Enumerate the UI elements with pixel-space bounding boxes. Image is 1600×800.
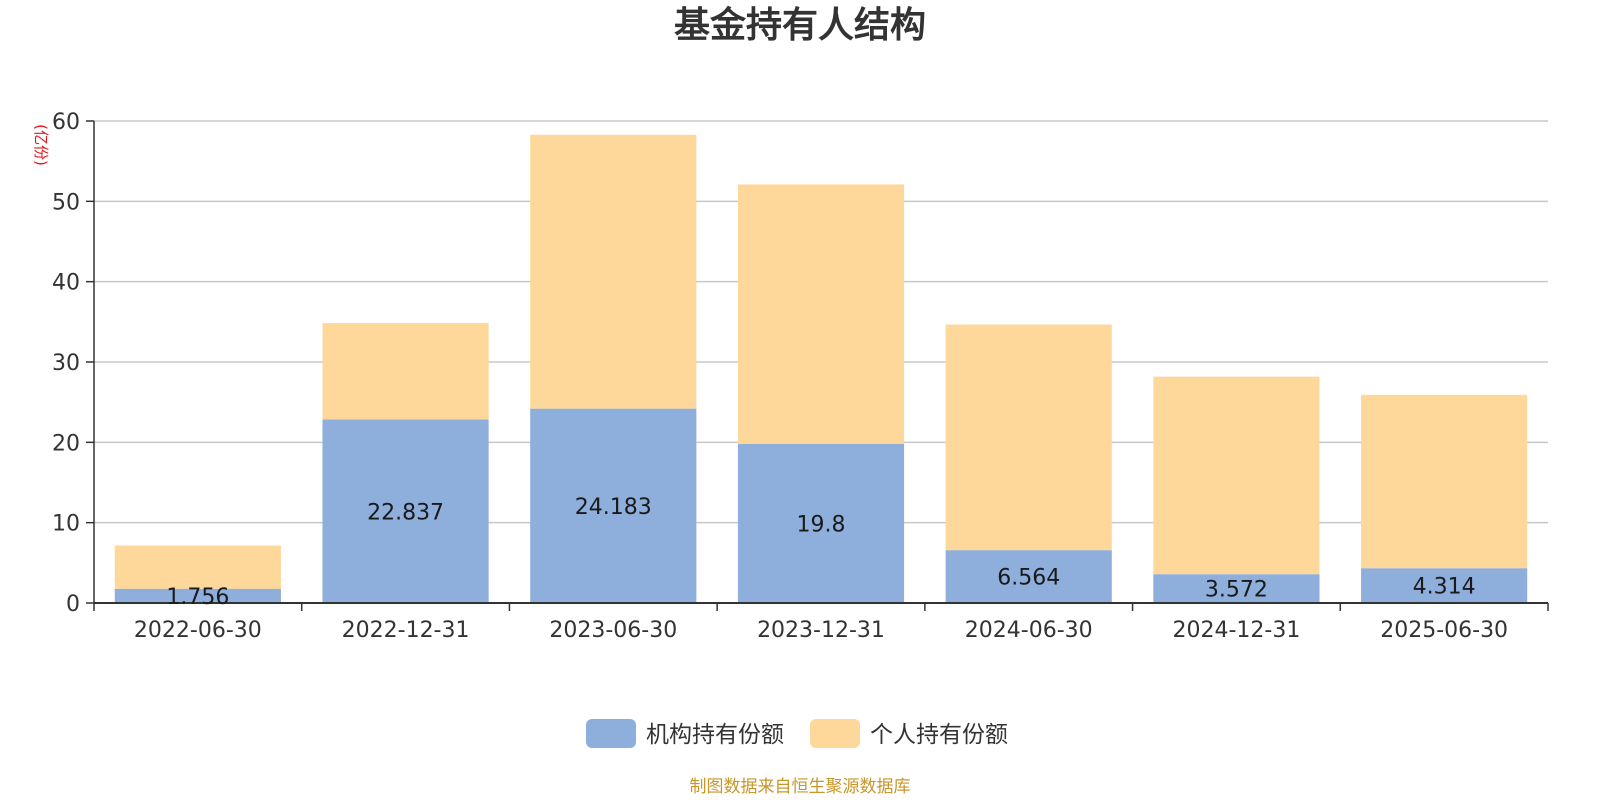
bar-value-label: 6.564 — [997, 566, 1060, 591]
y-tick-label: 30 — [52, 351, 80, 376]
legend-swatch — [586, 719, 636, 748]
legend-item-0[interactable]: 机构持有份额 — [586, 719, 784, 748]
bar-value-label: 1.756 — [166, 585, 229, 610]
chart-title: 基金持有人结构 — [673, 5, 926, 46]
x-tick-label: 2024-12-31 — [1172, 618, 1300, 643]
legend-item-1[interactable]: 个人持有份额 — [810, 719, 1008, 748]
y-axis-unit-label: (亿份) — [32, 124, 50, 166]
bar-institutional-2024-12-31 — [1153, 574, 1320, 603]
bar-institutional-2023-12-31 — [737, 443, 905, 603]
y-tick-label: 10 — [52, 512, 80, 537]
y-tick-label: 20 — [52, 431, 80, 456]
legend-swatch — [810, 719, 860, 748]
bar-value-label: 22.837 — [367, 500, 444, 525]
bars — [114, 134, 1528, 603]
bar-institutional-2025-06-30 — [1361, 568, 1528, 603]
bar-labels: 1.756 22.837 24.183 19.8 6.564 3.572 4.314 — [166, 495, 1475, 610]
axes: 0 10 20 30 40 50 60 2022-06-30 2022-12-31 2023-06… — [52, 110, 1549, 643]
y-tick-label: 40 — [52, 271, 80, 296]
x-tick-label: 2022-06-30 — [134, 618, 262, 643]
legend-label: 机构持有份额 — [646, 722, 784, 748]
bar-institutional-2024-06-30 — [945, 550, 1112, 603]
x-tick-label: 2025-06-30 — [1380, 618, 1508, 643]
bar-value-label: 24.183 — [575, 495, 652, 520]
bar-personal-2024-06-30 — [945, 324, 1112, 551]
x-tick-label: 2023-06-30 — [549, 618, 677, 643]
y-tick-label: 60 — [52, 110, 80, 135]
bar-value-label: 19.8 — [797, 512, 846, 537]
bar-personal-2024-12-31 — [1153, 376, 1320, 575]
bar-personal-2025-06-30 — [1361, 394, 1528, 569]
bar-institutional-2022-06-30 — [114, 588, 281, 603]
legend-label: 个人持有份额 — [870, 722, 1008, 748]
bar-value-label: 4.314 — [1413, 575, 1476, 600]
bar-value-label: 3.572 — [1205, 578, 1268, 603]
bar-institutional-2022-12-31 — [322, 419, 489, 603]
bar-personal-2022-12-31 — [322, 323, 489, 420]
y-tick-label: 0 — [66, 592, 80, 617]
x-tick-label: 2022-12-31 — [342, 618, 470, 643]
bar-personal-2022-06-30 — [114, 545, 281, 589]
x-tick-label: 2024-06-30 — [965, 618, 1093, 643]
bar-institutional-2023-06-30 — [530, 408, 697, 603]
y-tick-label: 50 — [52, 190, 80, 215]
bar-personal-2023-06-30 — [530, 134, 697, 409]
bar-personal-2023-12-31 — [737, 184, 905, 444]
legend: 机构持有份额 个人持有份额 — [586, 719, 1008, 748]
x-tick-label: 2023-12-31 — [757, 618, 885, 643]
data-source-note: 制图数据来自恒生聚源数据库 — [689, 777, 911, 797]
